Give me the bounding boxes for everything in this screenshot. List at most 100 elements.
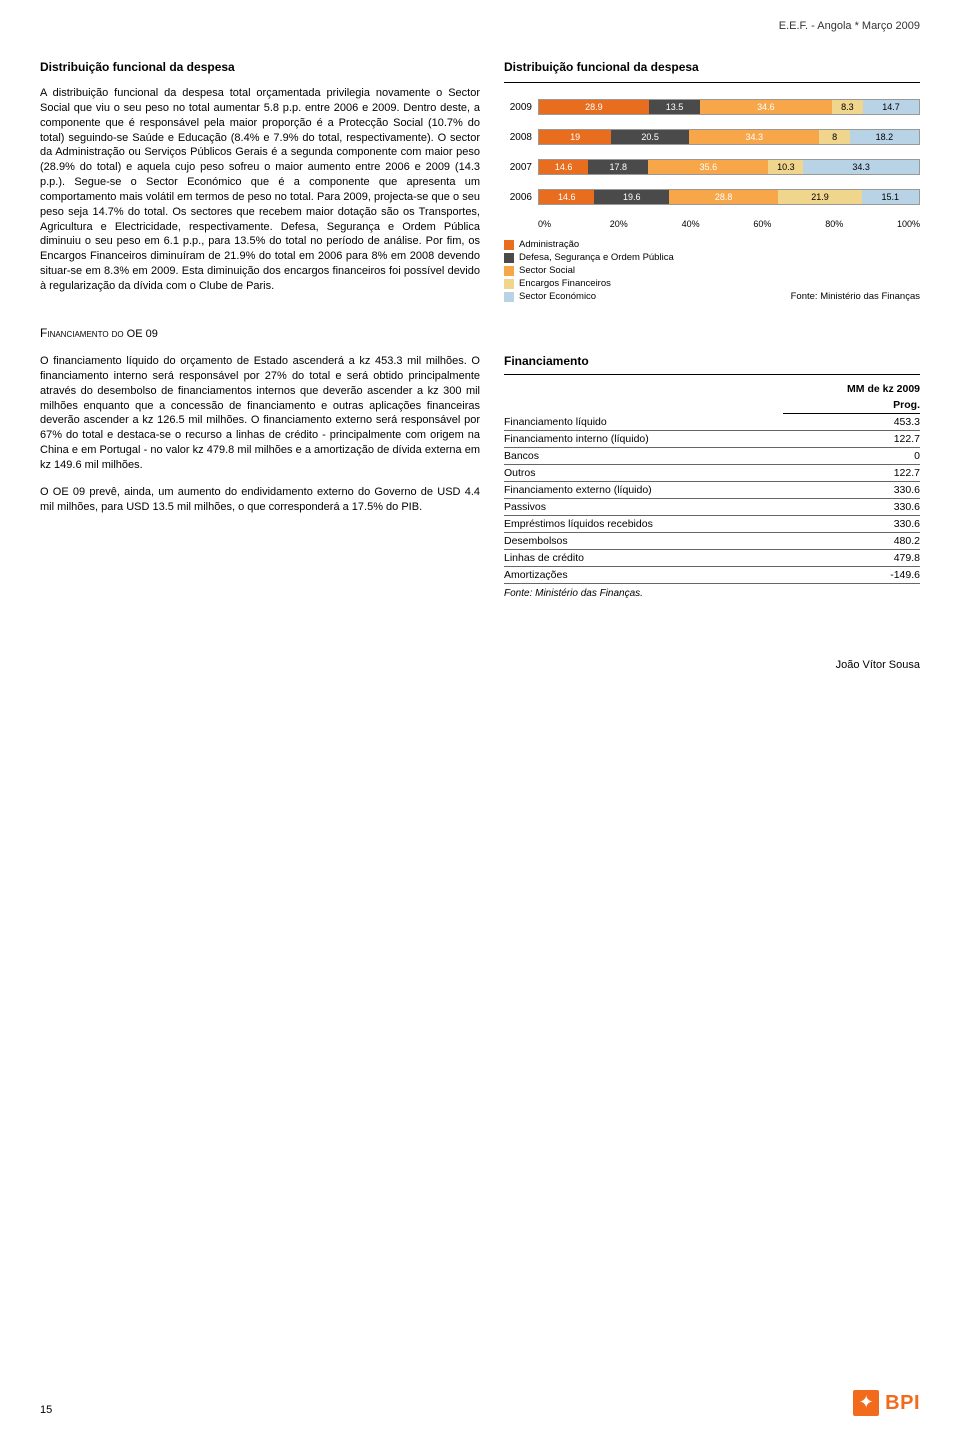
row-label: Linhas de crédito: [504, 550, 783, 567]
bar-stack: 1920.534.3818.2: [538, 129, 920, 145]
row-value: 330.6: [783, 516, 920, 533]
legend-item: Sector Económico: [504, 291, 674, 302]
brand-logo: BPI: [853, 1390, 920, 1416]
fin-header-col: Prog.: [783, 397, 920, 414]
bar-row: 200614.619.628.821.915.1: [504, 189, 920, 205]
bar-stack: 28.913.534.68.314.7: [538, 99, 920, 115]
bar-stack: 14.617.835.610.334.3: [538, 159, 920, 175]
bar-segment: 34.3: [803, 160, 919, 174]
table-row: Desembolsos480.2: [504, 533, 920, 550]
chart-legend-row: Administração Defesa, Segurança e Ordem P…: [504, 239, 920, 302]
row-label: Outros: [504, 465, 783, 482]
legend-item: Encargos Financeiros: [504, 278, 674, 289]
row-value: 0: [783, 448, 920, 465]
brand-text: BPI: [885, 1392, 920, 1415]
row-value: 122.7: [783, 465, 920, 482]
legend-swatch: [504, 253, 514, 263]
bar-segment: 28.9: [539, 100, 649, 114]
bar-row: 200928.913.534.68.314.7: [504, 99, 920, 115]
axis-tick: 20%: [610, 219, 682, 229]
bar-year-label: 2006: [504, 192, 538, 203]
bar-segment: 8.3: [832, 100, 864, 114]
table-row: Outros122.7: [504, 465, 920, 482]
table-row: Financiamento líquido453.3: [504, 414, 920, 431]
row-label: Empréstimos líquidos recebidos: [504, 516, 783, 533]
legend-swatch: [504, 279, 514, 289]
table-row: Bancos0: [504, 448, 920, 465]
bar-year-label: 2008: [504, 132, 538, 143]
bar-segment: 19: [539, 130, 611, 144]
bar-year-label: 2007: [504, 162, 538, 173]
row-label: Desembolsos: [504, 533, 783, 550]
row-value: 453.3: [783, 414, 920, 431]
row-label: Amortizações: [504, 567, 783, 584]
legend-swatch: [504, 266, 514, 276]
row-value: 480.2: [783, 533, 920, 550]
axis-tick: 60%: [753, 219, 825, 229]
legend-item: Sector Social: [504, 265, 674, 276]
bar-segment: 14.6: [539, 160, 588, 174]
row-label: Financiamento externo (líquido): [504, 482, 783, 499]
table-row: Financiamento externo (líquido)330.6: [504, 482, 920, 499]
chart-x-axis: 0%20%40%60%80%100%: [538, 219, 920, 229]
table-row: Empréstimos líquidos recebidos330.6: [504, 516, 920, 533]
brand-flower-icon: [853, 1390, 879, 1416]
fin-title: Financiamento: [504, 354, 920, 368]
table-row: Financiamento interno (líquido)122.7: [504, 431, 920, 448]
chart-title: Distribuição funcional da despesa: [504, 60, 920, 74]
bar-segment: 34.6: [700, 100, 831, 114]
row-label: Financiamento interno (líquido): [504, 431, 783, 448]
axis-tick: 100%: [897, 219, 920, 229]
row-value: 330.6: [783, 499, 920, 516]
legend-label: Encargos Financeiros: [519, 278, 611, 289]
bar-segment: 15.1: [862, 190, 919, 204]
fin-header-unit: MM de kz 2009: [783, 381, 920, 397]
row-label: Bancos: [504, 448, 783, 465]
legend-label: Sector Social: [519, 265, 575, 276]
section2-body1: O financiamento líquido do orçamento de …: [40, 354, 480, 473]
chart-source: Fonte: Ministério das Finanças: [791, 291, 920, 302]
bar-segment: 17.8: [588, 160, 648, 174]
bar-segment: 35.6: [648, 160, 768, 174]
fin-table: MM de kz 2009 Prog. Financiamento líquid…: [504, 381, 920, 584]
bar-stack: 14.619.628.821.915.1: [538, 189, 920, 205]
row-value: 479.8: [783, 550, 920, 567]
bar-segment: 18.2: [850, 130, 919, 144]
fin-source: Fonte: Ministério das Finanças.: [504, 588, 920, 599]
row-label: Financiamento líquido: [504, 414, 783, 431]
doc-header: E.E.F. - Angola * Março 2009: [779, 20, 920, 32]
axis-tick: 0%: [538, 219, 610, 229]
bar-segment: 13.5: [649, 100, 700, 114]
legend-item: Defesa, Segurança e Ordem Pública: [504, 252, 674, 263]
stacked-bar-chart: 200928.913.534.68.314.720081920.534.3818…: [504, 99, 920, 205]
axis-tick: 40%: [682, 219, 754, 229]
bar-segment: 8: [819, 130, 849, 144]
row-label: Passivos: [504, 499, 783, 516]
bar-segment: 34.3: [689, 130, 819, 144]
bar-segment: 21.9: [778, 190, 861, 204]
table-row: Linhas de crédito479.8: [504, 550, 920, 567]
row-value: -149.6: [783, 567, 920, 584]
legend-swatch: [504, 240, 514, 250]
legend-label: Administração: [519, 239, 579, 250]
bar-row: 200714.617.835.610.334.3: [504, 159, 920, 175]
table-row: Amortizações-149.6: [504, 567, 920, 584]
bar-segment: 14.7: [863, 100, 919, 114]
bar-segment: 19.6: [594, 190, 668, 204]
legend-label: Defesa, Segurança e Ordem Pública: [519, 252, 674, 263]
bar-segment: 10.3: [768, 160, 803, 174]
bar-segment: 28.8: [669, 190, 778, 204]
author-name: João Vítor Sousa: [40, 659, 920, 671]
page-number: 15: [40, 1404, 52, 1416]
page-body: Distribuição funcional da despesa A dist…: [0, 0, 960, 711]
bar-segment: 14.6: [539, 190, 594, 204]
bar-segment: 20.5: [611, 130, 689, 144]
section1-body: A distribuição funcional da despesa tota…: [40, 86, 480, 294]
row-value: 122.7: [783, 431, 920, 448]
section2-subtitle: Financiamento do OE 09: [40, 326, 920, 340]
table-row: Passivos330.6: [504, 499, 920, 516]
row-value: 330.6: [783, 482, 920, 499]
bar-row: 20081920.534.3818.2: [504, 129, 920, 145]
chart-legend: Administração Defesa, Segurança e Ordem P…: [504, 239, 674, 302]
legend-swatch: [504, 292, 514, 302]
